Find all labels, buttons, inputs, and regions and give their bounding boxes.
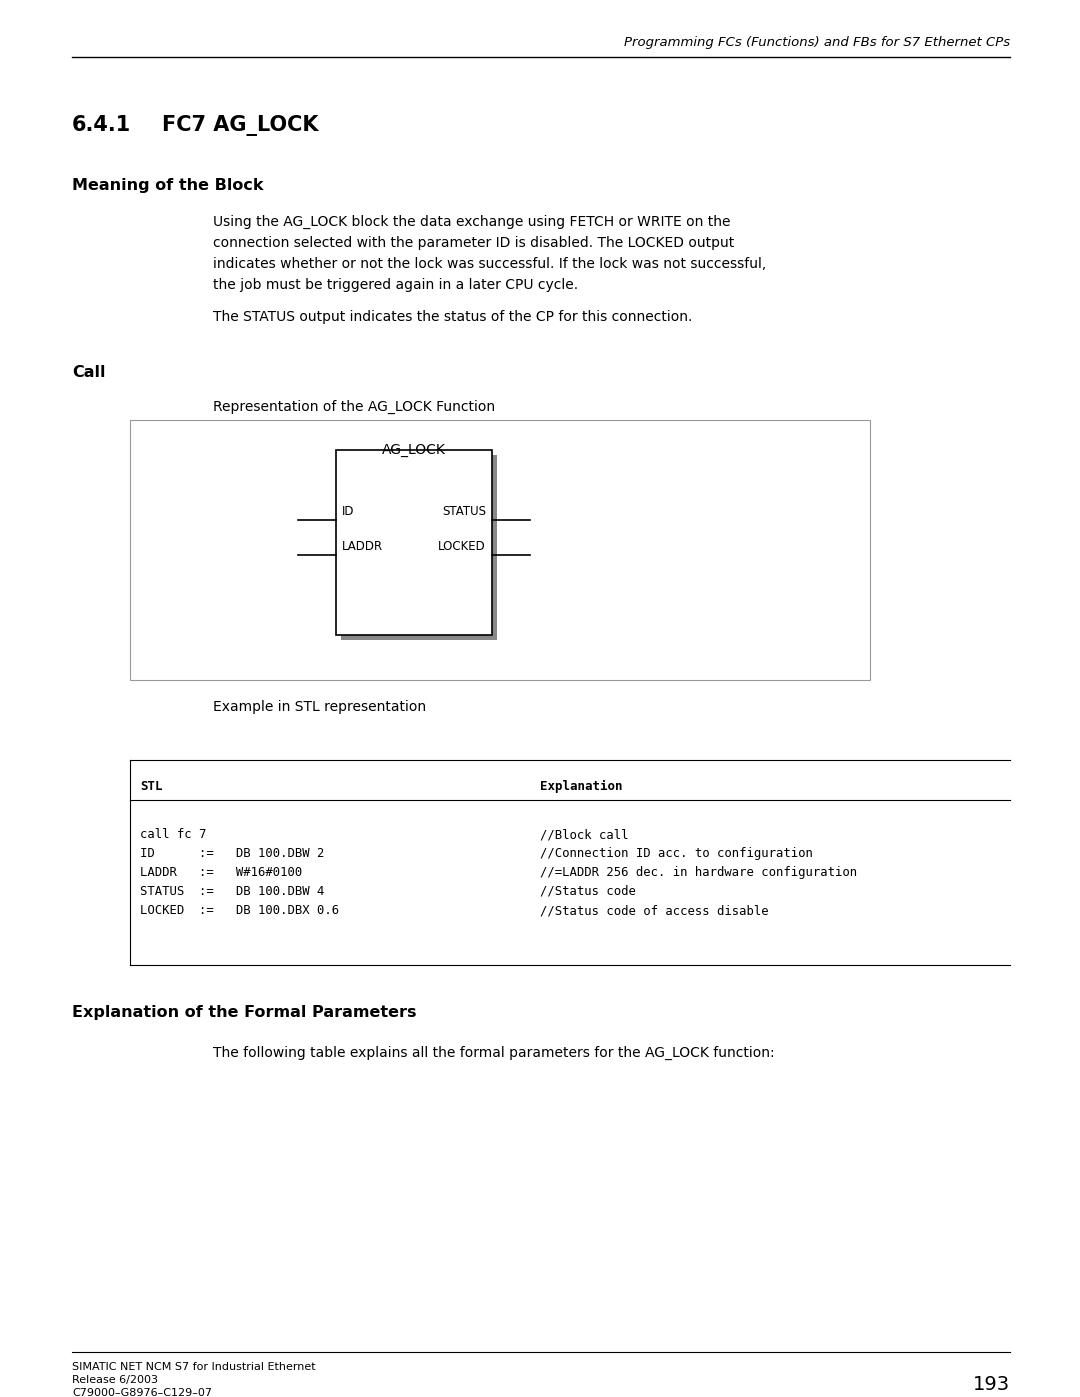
Text: Using the AG_LOCK block the data exchange using FETCH or WRITE on the: Using the AG_LOCK block the data exchang… — [213, 215, 730, 229]
Text: Explanation of the Formal Parameters: Explanation of the Formal Parameters — [72, 1004, 417, 1020]
Text: LADDR   :=   W#16#0100: LADDR := W#16#0100 — [140, 866, 302, 879]
Bar — [130, 420, 870, 680]
Text: 6.4.1: 6.4.1 — [72, 115, 132, 136]
Text: LADDR: LADDR — [342, 541, 383, 553]
Text: The STATUS output indicates the status of the CP for this connection.: The STATUS output indicates the status o… — [213, 310, 692, 324]
Text: STATUS  :=   DB 100.DBW 4: STATUS := DB 100.DBW 4 — [140, 886, 324, 898]
Text: //Status code of access disable: //Status code of access disable — [540, 904, 769, 916]
Text: Meaning of the Block: Meaning of the Block — [72, 177, 264, 193]
Text: 193: 193 — [973, 1375, 1010, 1394]
Text: STL: STL — [140, 780, 162, 793]
Text: Release 6/2003: Release 6/2003 — [72, 1375, 158, 1384]
Text: //Block call: //Block call — [540, 828, 629, 841]
Text: //Status code: //Status code — [540, 886, 636, 898]
Text: connection selected with the parameter ID is disabled. The LOCKED output: connection selected with the parameter I… — [213, 236, 734, 250]
Text: LOCKED  :=   DB 100.DBX 0.6: LOCKED := DB 100.DBX 0.6 — [140, 904, 339, 916]
Text: ID      :=   DB 100.DBW 2: ID := DB 100.DBW 2 — [140, 847, 324, 861]
Text: Example in STL representation: Example in STL representation — [213, 700, 427, 714]
Text: Explanation: Explanation — [540, 780, 622, 793]
Text: //=LADDR 256 dec. in hardware configuration: //=LADDR 256 dec. in hardware configurat… — [540, 866, 858, 879]
Text: the job must be triggered again in a later CPU cycle.: the job must be triggered again in a lat… — [213, 278, 578, 292]
Text: call fc 7: call fc 7 — [140, 828, 206, 841]
Text: FC7 AG_LOCK: FC7 AG_LOCK — [162, 115, 319, 136]
Text: indicates whether or not the lock was successful. If the lock was not successful: indicates whether or not the lock was su… — [213, 257, 766, 271]
Text: ID: ID — [342, 504, 354, 518]
Text: Programming FCs (Functions) and FBs for S7 Ethernet CPs: Programming FCs (Functions) and FBs for … — [624, 36, 1010, 49]
Text: LOCKED: LOCKED — [438, 541, 486, 553]
Text: The following table explains all the formal parameters for the AG_LOCK function:: The following table explains all the for… — [213, 1046, 774, 1060]
Bar — [336, 450, 492, 636]
Text: C79000–G8976–C129–07: C79000–G8976–C129–07 — [72, 1389, 212, 1397]
Text: Call: Call — [72, 365, 106, 380]
Text: STATUS: STATUS — [442, 504, 486, 518]
Text: Representation of the AG_LOCK Function: Representation of the AG_LOCK Function — [213, 400, 495, 414]
Bar — [341, 455, 497, 640]
Text: //Connection ID acc. to configuration: //Connection ID acc. to configuration — [540, 847, 813, 861]
Text: SIMATIC NET NCM S7 for Industrial Ethernet: SIMATIC NET NCM S7 for Industrial Ethern… — [72, 1362, 315, 1372]
Text: AG_LOCK: AG_LOCK — [382, 443, 446, 457]
